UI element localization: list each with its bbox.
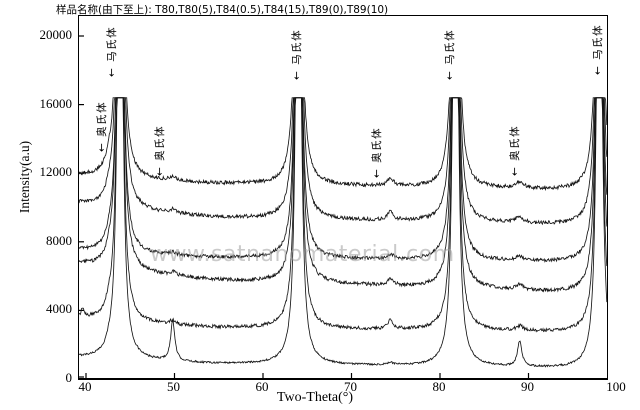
y-tick-label: 20000 bbox=[39, 27, 73, 42]
xrd-curves-canvas bbox=[79, 35, 607, 378]
austenite-annotation-label: ← 奥氏体 bbox=[153, 124, 166, 176]
martensite-annotation-label: ← 马氏体 bbox=[444, 28, 456, 80]
martensite-annotation-label: ← 马氏体 bbox=[105, 25, 118, 78]
xrd-curve-T84(0.5) bbox=[79, 97, 607, 293]
x-tick-label: 60 bbox=[255, 379, 269, 394]
xrd-curve-T89(0) bbox=[79, 97, 607, 226]
y-tick-label: 12000 bbox=[39, 164, 73, 180]
xrd-curve-T89(10) bbox=[79, 97, 607, 192]
martensite-annotation-label: ← 马氏体 bbox=[290, 28, 303, 80]
x-tick-label: 70 bbox=[344, 379, 357, 394]
x-tick-label: 40 bbox=[78, 379, 92, 394]
austenite-annotation-label: ← 奥氏体 bbox=[509, 124, 522, 176]
plot-area bbox=[78, 15, 608, 380]
xrd-curve-T84(15) bbox=[79, 97, 607, 263]
x-tick-label: 100 bbox=[606, 379, 626, 394]
y-tick-label: 4000 bbox=[46, 301, 72, 317]
chart-title: 样品名称(由下至上): T80,T80(5),T84(0.5),T84(15),… bbox=[56, 4, 389, 16]
xrd-curve-T80(5) bbox=[79, 97, 607, 333]
y-tick-label: 0 bbox=[65, 370, 73, 385]
austenite-annotation-label: ← 奥氏体 bbox=[371, 127, 384, 179]
martensite-annotation-label: ← 马氏体 bbox=[591, 24, 604, 76]
x-tick-label: 50 bbox=[167, 379, 180, 394]
xrd-curve-T80 bbox=[79, 97, 607, 368]
x-tick-label: 80 bbox=[432, 379, 446, 394]
y-tick-label: 8000 bbox=[46, 232, 72, 248]
x-tick-label: 90 bbox=[521, 379, 534, 394]
x-axis-title-text: Two-Theta(°) bbox=[276, 390, 354, 405]
y-tick-label: 16000 bbox=[39, 95, 73, 111]
austenite-annotation-label: ← 奥氏体 bbox=[96, 100, 109, 152]
